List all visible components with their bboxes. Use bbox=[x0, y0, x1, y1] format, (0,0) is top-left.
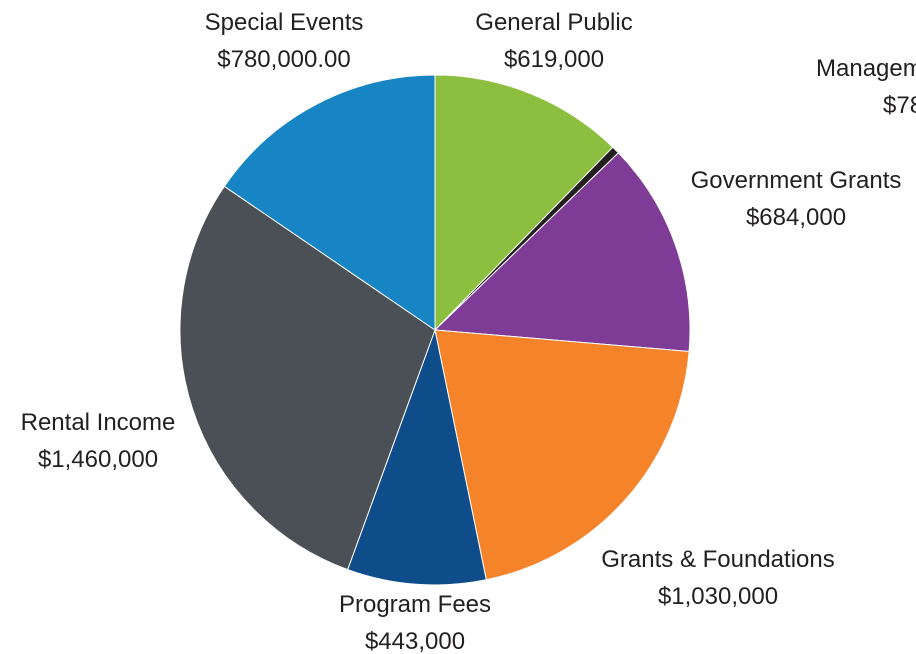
label-management: Management bbox=[816, 55, 916, 82]
pie-slice-general-public bbox=[434, 74, 614, 332]
pie-slice-program-fees bbox=[347, 328, 487, 586]
pie-slice-government-grants bbox=[433, 152, 691, 353]
label-grants-foundations: Grants & Foundations bbox=[601, 546, 834, 573]
label-rental-income: Rental Income bbox=[21, 409, 176, 436]
value-program-fees: $443,000 bbox=[365, 628, 465, 654]
value-grants-foundations: $1,030,000 bbox=[658, 583, 778, 610]
value-special-events: $780,000.00 bbox=[217, 46, 350, 73]
pie-slice-rental-income bbox=[179, 185, 436, 571]
label-general-public: General Public bbox=[475, 9, 632, 36]
label-special-events: Special Events bbox=[205, 9, 364, 36]
value-general-public: $619,000 bbox=[504, 46, 604, 73]
label-program-fees: Program Fees bbox=[339, 591, 491, 618]
value-government-grants: $684,000 bbox=[746, 204, 846, 231]
pie-slice-grants-foundations bbox=[434, 329, 690, 581]
value-management: $78 bbox=[883, 92, 916, 119]
pie-slice-special-events bbox=[223, 74, 436, 331]
value-rental-income: $1,460,000 bbox=[38, 446, 158, 473]
pie-slices bbox=[179, 74, 691, 586]
label-government-grants: Government Grants bbox=[691, 167, 902, 194]
